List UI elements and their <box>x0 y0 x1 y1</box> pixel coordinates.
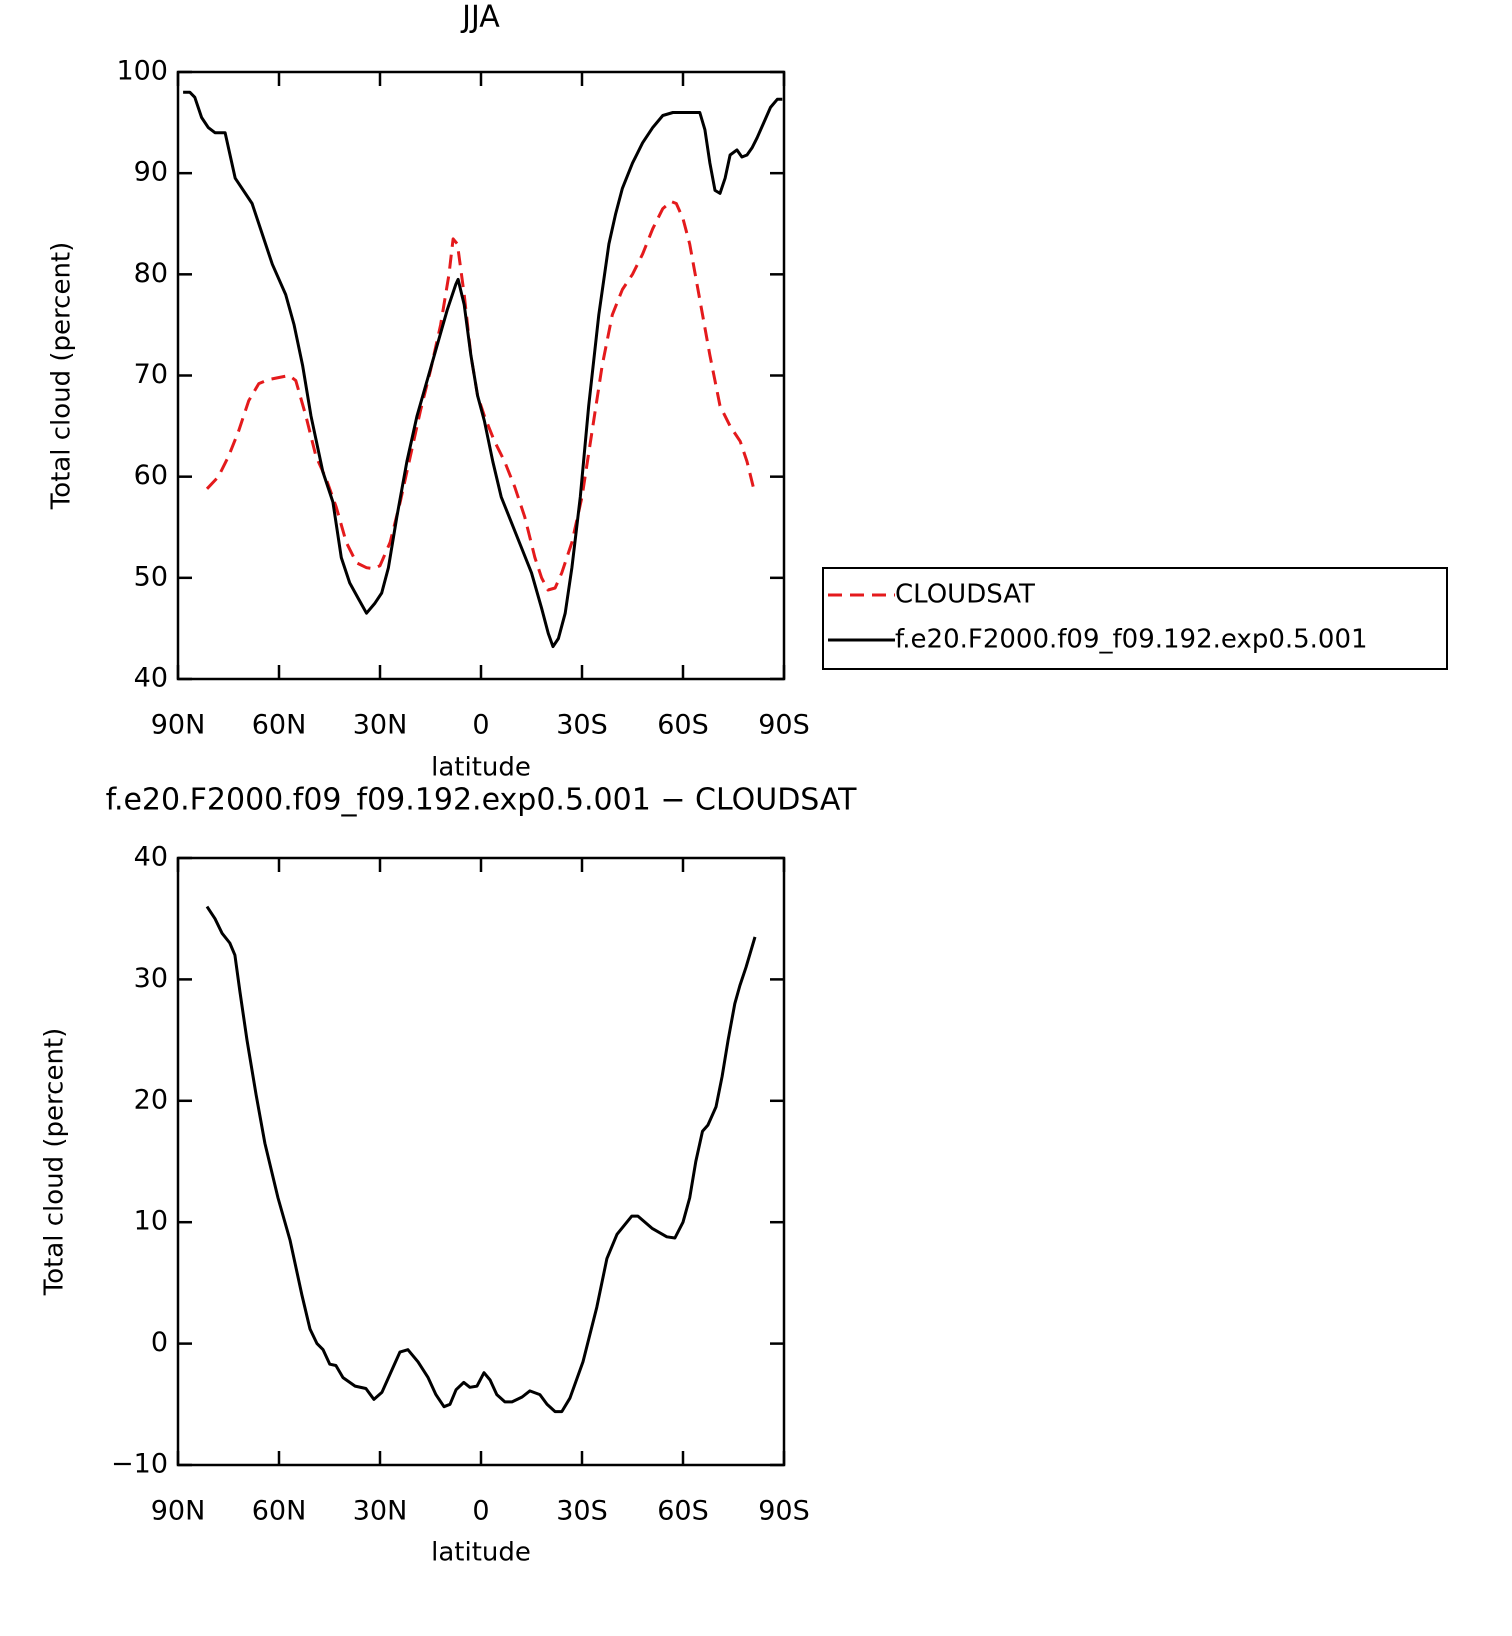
x-tick-label: 30N <box>353 710 408 741</box>
y-axis-label: Total cloud (percent) <box>47 242 77 511</box>
y-tick-label: 70 <box>134 359 168 390</box>
x-axis-label: latitude <box>431 1538 531 1568</box>
x-tick-label: 90N <box>151 710 206 741</box>
x-tick-label: 60N <box>252 710 307 741</box>
y-tick-label: 80 <box>134 258 168 289</box>
y-tick-label: 40 <box>134 663 168 694</box>
data-line <box>205 200 757 592</box>
y-axis-label: Total cloud (percent) <box>40 1028 70 1297</box>
y-tick-label: 50 <box>134 561 168 592</box>
x-tick-label: 90S <box>758 1496 810 1527</box>
x-axis-label: latitude <box>431 753 531 783</box>
x-tick-label: 30N <box>353 1496 408 1527</box>
plot-frame <box>176 70 786 681</box>
x-tick-label: 60S <box>657 710 709 741</box>
x-tick-label: 90N <box>151 1496 206 1527</box>
y-tick-label: 10 <box>134 1206 168 1237</box>
data-line <box>183 90 783 649</box>
y-tick-label: 40 <box>134 842 168 873</box>
x-tick-label: 30S <box>556 1496 608 1527</box>
x-tick-label: 30S <box>556 710 608 741</box>
y-tick-label: 30 <box>134 963 168 994</box>
data-line <box>205 905 757 1414</box>
y-tick-label: −10 <box>111 1449 168 1480</box>
x-tick-label: 0 <box>472 1496 489 1527</box>
x-tick-label: 60S <box>657 1496 709 1527</box>
y-tick-label: 60 <box>134 460 168 491</box>
legend-label: CLOUDSAT <box>895 580 1035 610</box>
y-tick-label: 100 <box>116 56 168 87</box>
plot-frame <box>176 856 786 1467</box>
chart-title: JJA <box>460 0 500 35</box>
x-tick-label: 90S <box>758 710 810 741</box>
y-tick-label: 20 <box>134 1084 168 1115</box>
legend-box <box>822 567 1448 670</box>
x-tick-label: 60N <box>252 1496 307 1527</box>
x-tick-label: 0 <box>472 710 489 741</box>
y-tick-label: 0 <box>151 1327 168 1358</box>
chart-title: f.e20.F2000.f09_f09.192.exp0.5.001 − CLO… <box>106 783 858 818</box>
y-tick-label: 90 <box>134 157 168 188</box>
legend-label: f.e20.F2000.f09_f09.192.exp0.5.001 <box>895 625 1368 655</box>
